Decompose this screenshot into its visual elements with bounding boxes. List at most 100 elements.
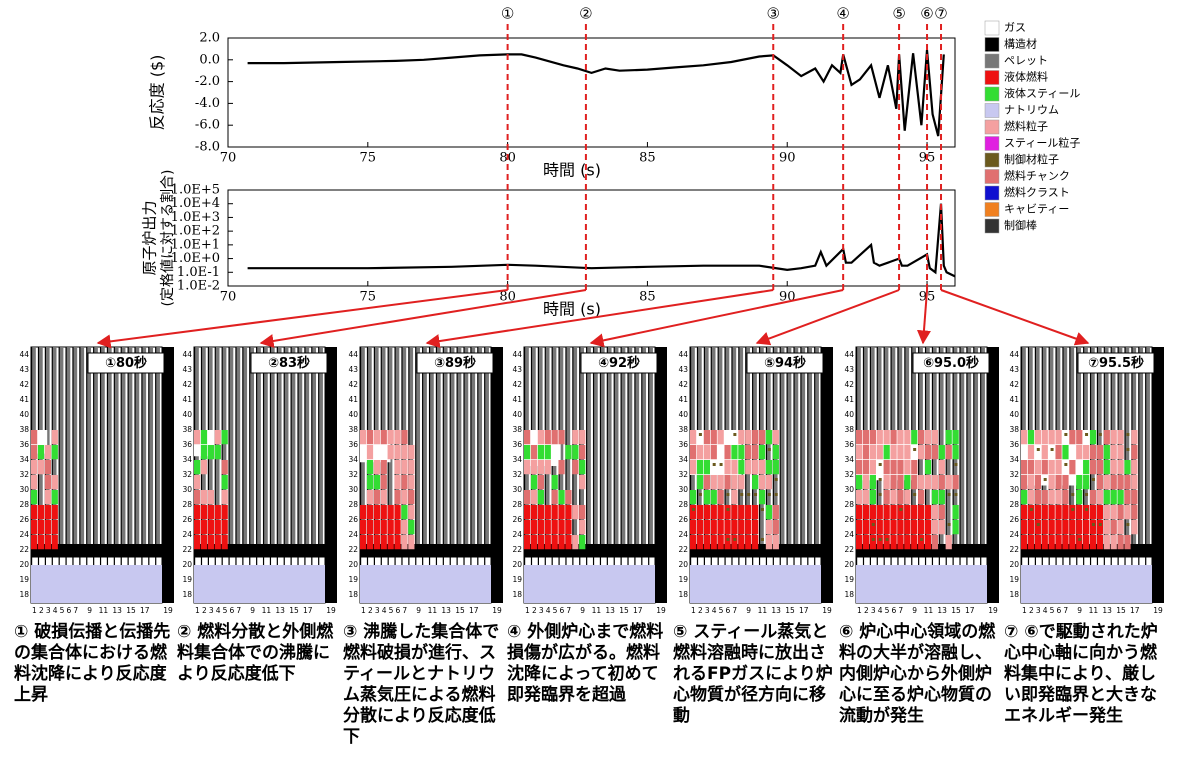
panel-label-box xyxy=(1077,352,1155,374)
material-cell xyxy=(731,475,738,490)
material-cell xyxy=(765,475,773,490)
material-cell xyxy=(401,505,408,520)
plot-frame xyxy=(227,37,956,148)
material-cell xyxy=(1048,460,1055,475)
panel-y-tick: 43 xyxy=(348,365,358,374)
material-cell xyxy=(51,490,58,505)
panel-x-tick: 3 xyxy=(539,606,544,615)
material-cell xyxy=(897,520,904,535)
material-cell xyxy=(904,520,911,535)
material-cell xyxy=(200,490,208,505)
pellet-column xyxy=(149,347,154,550)
panel-y-tick: 26 xyxy=(1009,515,1019,524)
panel-y-tick: 34 xyxy=(512,455,522,464)
material-cell xyxy=(1131,505,1138,520)
material-cell xyxy=(724,475,731,490)
material-cell xyxy=(380,460,387,475)
material-cell xyxy=(1117,430,1124,445)
panel-x-tick: 4 xyxy=(1043,606,1048,615)
panel-x-tick: 9 xyxy=(746,606,751,615)
material-cell xyxy=(1110,460,1117,475)
pellet-column xyxy=(416,347,420,550)
sodium-region xyxy=(1021,565,1152,603)
material-cell xyxy=(918,445,925,460)
material-cell xyxy=(214,520,221,535)
structure-line xyxy=(283,347,285,565)
panel-y-tick: 42 xyxy=(182,380,192,389)
panel-y-tick: 22 xyxy=(678,545,688,554)
material-cell xyxy=(1069,535,1076,550)
material-cell xyxy=(724,520,731,535)
panel-y-tick: 36 xyxy=(512,440,522,449)
material-cell xyxy=(1076,475,1083,490)
structure-line xyxy=(235,347,237,565)
material-cell xyxy=(862,460,870,475)
panel-y-tick: 22 xyxy=(844,545,854,554)
control-rod xyxy=(1152,347,1164,603)
data-line xyxy=(247,203,956,278)
control-particle xyxy=(1029,508,1033,511)
material-cell xyxy=(758,460,766,475)
material-cell xyxy=(1131,520,1138,535)
control-particle xyxy=(947,493,951,496)
material-cell xyxy=(862,475,870,490)
material-cell xyxy=(1048,520,1055,535)
material-cell xyxy=(401,535,408,550)
material-cell xyxy=(938,445,945,460)
panel-y-tick: 26 xyxy=(19,515,29,524)
material-cell xyxy=(360,505,367,520)
panel-y-tick: 38 xyxy=(512,425,522,434)
pellet-column xyxy=(257,347,261,550)
material-cell xyxy=(1027,475,1035,490)
material-cell xyxy=(530,445,538,460)
material-cell xyxy=(1034,475,1041,490)
panel-y-tick: 30 xyxy=(1009,485,1019,494)
material-cell xyxy=(703,430,710,445)
panel-x-tick: 2 xyxy=(368,606,373,615)
panel-x-tick: 2 xyxy=(39,606,44,615)
material-cell xyxy=(690,445,697,460)
pellet-column xyxy=(614,347,619,550)
material-cell xyxy=(1041,445,1048,460)
material-cell xyxy=(738,535,745,550)
material-cell xyxy=(911,505,918,520)
y-tick-label: -4.0 xyxy=(195,96,220,111)
material-cell xyxy=(558,460,565,475)
material-cell xyxy=(1076,490,1083,505)
structure-line xyxy=(113,347,115,565)
material-cell xyxy=(565,535,572,550)
material-cell xyxy=(1062,535,1069,550)
y-tick-label: 1.0E-1 xyxy=(177,265,220,280)
legend-label: 制御棒 xyxy=(1004,218,1037,232)
material-cell xyxy=(745,520,752,535)
panel-y-tick: 32 xyxy=(844,470,854,479)
material-cell xyxy=(387,430,394,445)
material-cell xyxy=(752,445,759,460)
panel-y-tick: 34 xyxy=(844,455,854,464)
panel-x-tick: 4 xyxy=(712,606,717,615)
material-cell xyxy=(572,445,579,460)
pellet-column xyxy=(114,347,119,550)
structure-line xyxy=(269,347,272,565)
material-cell xyxy=(945,445,952,460)
material-cell xyxy=(911,460,918,475)
panel-y-tick: 19 xyxy=(844,575,854,584)
panel-y-tick: 28 xyxy=(182,500,192,509)
panel-y-tick: 20 xyxy=(512,560,522,569)
material-cell xyxy=(394,475,401,490)
panel-label-box xyxy=(912,352,990,374)
material-cell xyxy=(1124,475,1131,490)
material-cell xyxy=(537,445,544,460)
material-cell xyxy=(703,520,710,535)
material-cell xyxy=(1048,475,1055,490)
material-cell xyxy=(551,535,558,550)
panel-y-tick: 43 xyxy=(512,365,522,374)
material-cell xyxy=(765,505,773,520)
panel-y-tick: 40 xyxy=(512,410,522,419)
pellet-column xyxy=(621,347,626,550)
material-cell xyxy=(696,505,704,520)
material-cell xyxy=(710,430,717,445)
panel-y-tick: 42 xyxy=(512,380,522,389)
material-cell xyxy=(1021,520,1028,535)
